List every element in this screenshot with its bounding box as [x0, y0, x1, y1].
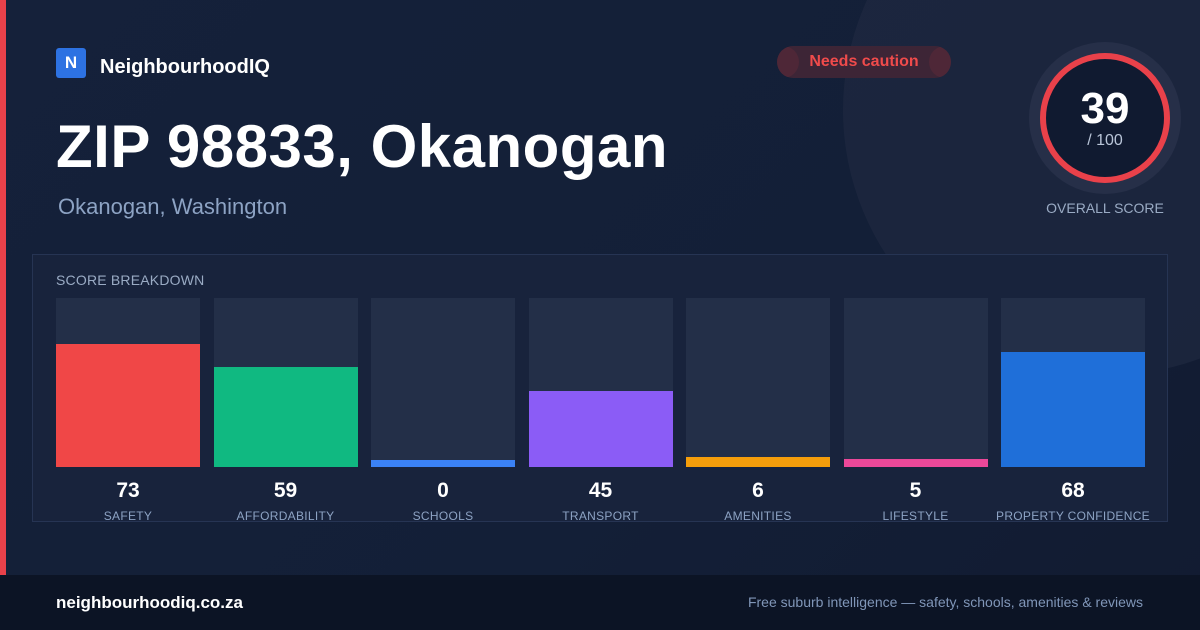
bar-track — [528, 298, 673, 467]
status-badge-label: Needs caution — [809, 53, 919, 70]
bar-fill — [213, 367, 358, 467]
bar-fill — [371, 460, 515, 467]
score-bar-schools: 0 SCHOOLS — [371, 298, 515, 523]
score-bar-amenities: 6 AMENITIES — [686, 298, 830, 523]
overall-score-label: OVERALL SCORE — [1046, 200, 1164, 216]
accent-strip — [0, 0, 6, 575]
score-ring-graphic — [1029, 42, 1181, 194]
overall-score-max: / 100 — [1087, 132, 1123, 149]
score-breakdown-panel: SCORE BREAKDOWN 73 SAFETY 59 AFFORDABILITY 0… — [32, 254, 1168, 523]
overall-score-value: 39 — [1080, 84, 1130, 133]
bar-value: 68 — [1061, 479, 1085, 502]
bar-label: SAFETY — [103, 509, 153, 523]
score-breakdown-title: SCORE BREAKDOWN — [56, 272, 205, 288]
bar-label: PROPERTY CONFIDENCE — [996, 509, 1150, 523]
bar-value: 5 — [909, 479, 922, 502]
score-bar-transport: 45 TRANSPORT — [528, 298, 673, 523]
page-subtitle: Okanogan, Washington — [58, 194, 288, 219]
overall-score-ring: 39 / 100 — [1029, 42, 1181, 194]
score-bars: 73 SAFETY 59 AFFORDABILITY 0 SCHOOLS 45 TRANSPO… — [56, 298, 1150, 523]
page-title: ZIP 98833, Okanogan — [56, 113, 668, 180]
bar-value: 6 — [752, 479, 764, 502]
footer: neighbourhoodiq.co.za Free suburb intell… — [0, 575, 1200, 630]
bar-fill — [686, 457, 830, 467]
bar-label: SCHOOLS — [412, 509, 474, 523]
bar-value: 73 — [116, 479, 140, 502]
bar-fill — [843, 459, 988, 467]
bar-track — [56, 298, 200, 467]
brand[interactable]: N NeighbourhoodIQ — [56, 46, 270, 79]
bar-track — [843, 298, 988, 467]
bar-fill — [1001, 352, 1145, 467]
status-badge: Needs caution — [777, 46, 951, 78]
bar-value: 59 — [273, 479, 298, 502]
score-bar-affordability: 59 AFFORDABILITY — [213, 298, 358, 523]
bar-label: TRANSPORT — [562, 509, 639, 523]
footer-tagline: Free suburb intelligence — safety, schoo… — [747, 594, 1143, 610]
footer-site-link[interactable]: neighbourhoodiq.co.za — [56, 593, 243, 612]
brand-logo-icon: N — [56, 47, 86, 78]
bar-fill — [56, 344, 200, 467]
bar-label: AMENITIES — [724, 509, 792, 523]
bar-label: LIFESTYLE — [882, 509, 949, 523]
bar-value: 45 — [588, 479, 613, 502]
bar-value: 0 — [437, 479, 449, 502]
score-bar-safety: 73 SAFETY — [56, 298, 200, 523]
score-bar-lifestyle: 5 LIFESTYLE — [843, 298, 988, 523]
bar-track — [1001, 298, 1145, 467]
bar-fill — [528, 391, 673, 467]
score-bar-property-confidence: 68 PROPERTY CONFIDENCE — [996, 298, 1150, 523]
bar-track — [686, 298, 830, 467]
bar-label: AFFORDABILITY — [236, 509, 335, 523]
brand-name: NeighbourhoodIQ — [100, 56, 270, 78]
bar-track — [371, 298, 515, 467]
bar-track — [213, 298, 358, 467]
